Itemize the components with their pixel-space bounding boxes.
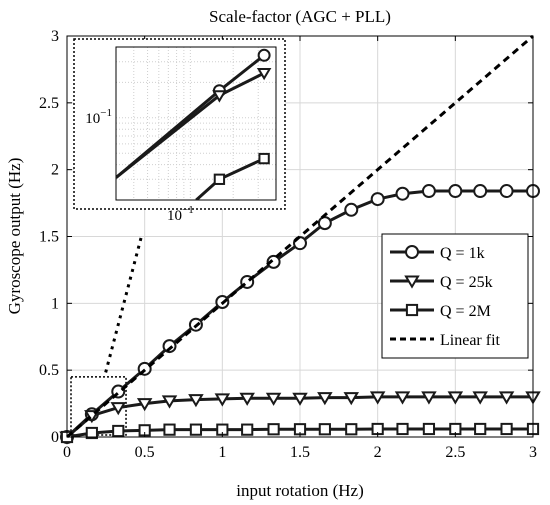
data-point: [267, 423, 280, 436]
legend: Q = 1k Q = 25k Q = 2M Linear fit: [381, 233, 529, 359]
data-point: [421, 184, 436, 199]
legend-label: Q = 1k: [440, 245, 485, 262]
legend-marker: [405, 303, 419, 317]
inset-chart: 10−110−1: [73, 38, 286, 224]
inset-y-tick-label: 10−1: [85, 107, 112, 127]
x-tick-label: 2: [374, 444, 382, 461]
data-point: [394, 391, 411, 405]
data-point: [163, 423, 176, 436]
data-point: [448, 184, 463, 199]
x-tick-label: 1: [218, 444, 226, 461]
x-tick-label: 0.5: [135, 444, 155, 461]
data-point: [292, 392, 308, 406]
data-point: [499, 184, 514, 199]
x-tick-label: 3: [529, 444, 537, 461]
y-tick-label: 0: [51, 429, 59, 446]
data-point: [472, 391, 488, 405]
linear-fit-line: [66, 34, 534, 439]
inset-data-point: [258, 152, 270, 165]
legend-label: Linear fit: [440, 332, 501, 349]
data-point: [343, 392, 360, 406]
data-point: [188, 394, 204, 408]
inset-data-point: [212, 90, 227, 103]
y-tick-label: 3: [51, 28, 59, 45]
tick-labels: 0 0.5 1 1.5 2 2.5 3 0 0.5 1 1.5 2 2.5 3: [39, 28, 537, 461]
y-tick-label: 2.5: [39, 95, 59, 112]
series-linear-fit: [66, 34, 534, 439]
legend-item: Q = 1k: [390, 245, 485, 262]
data-point: [370, 192, 385, 207]
data-point: [498, 391, 515, 405]
legend-item: Q = 2M: [390, 303, 491, 320]
data-point: [422, 422, 436, 436]
data-point: [266, 254, 281, 269]
y-tick-label: 1.5: [39, 229, 59, 246]
data-point: [421, 391, 437, 405]
x-axis-label: input rotation (Hz): [236, 481, 363, 500]
legend-marker: [404, 275, 420, 289]
data-point: [239, 392, 255, 406]
y-tick-label: 0.5: [39, 362, 59, 379]
x-tick-label: 2.5: [445, 444, 465, 461]
data-point: [317, 216, 332, 231]
y-tick-label: 1: [51, 295, 59, 312]
inset-frame: [115, 46, 277, 201]
data-point: [369, 391, 386, 405]
inset-series-square: [195, 152, 270, 200]
legend-label: Q = 25k: [440, 274, 493, 291]
data-point: [344, 202, 359, 217]
data-point: [112, 424, 125, 438]
x-tick-label: 1.5: [290, 444, 310, 461]
data-point: [473, 184, 488, 199]
inset-data-point: [256, 67, 272, 81]
data-point: [317, 392, 333, 406]
data-point: [189, 423, 203, 436]
data-point: [396, 422, 409, 436]
series-lines: [59, 34, 541, 445]
legend-marker: [405, 245, 419, 259]
data-point: [161, 395, 178, 409]
data-point: [241, 423, 254, 436]
data-point: [500, 422, 513, 436]
legend-item: Linear fit: [390, 332, 501, 349]
inset-series-triangle-down: [116, 67, 272, 179]
inset-data-point: [213, 173, 226, 185]
y-tick-label: 2: [51, 162, 59, 179]
legend-item: Q = 25k: [390, 274, 493, 291]
data-point: [110, 402, 127, 416]
data-point: [474, 422, 487, 436]
data-point: [214, 393, 231, 407]
data-point: [265, 392, 282, 406]
data-point: [85, 426, 98, 440]
data-point: [136, 398, 153, 412]
legend-label: Q = 2M: [440, 303, 491, 320]
data-point: [447, 391, 464, 405]
x-tick-label: 0: [63, 444, 71, 461]
y-axis-label: Gyroscope output (Hz): [5, 158, 24, 315]
chart-title: Scale-factor (AGC + PLL): [209, 7, 391, 26]
inset-series: [116, 48, 272, 200]
data-point: [318, 423, 331, 436]
data-point: [395, 186, 410, 201]
axes: [66, 35, 534, 438]
data-point: [345, 423, 358, 436]
inset-data-point: [257, 48, 271, 62]
zoom-connector: [103, 237, 143, 378]
data-point: [162, 339, 177, 354]
